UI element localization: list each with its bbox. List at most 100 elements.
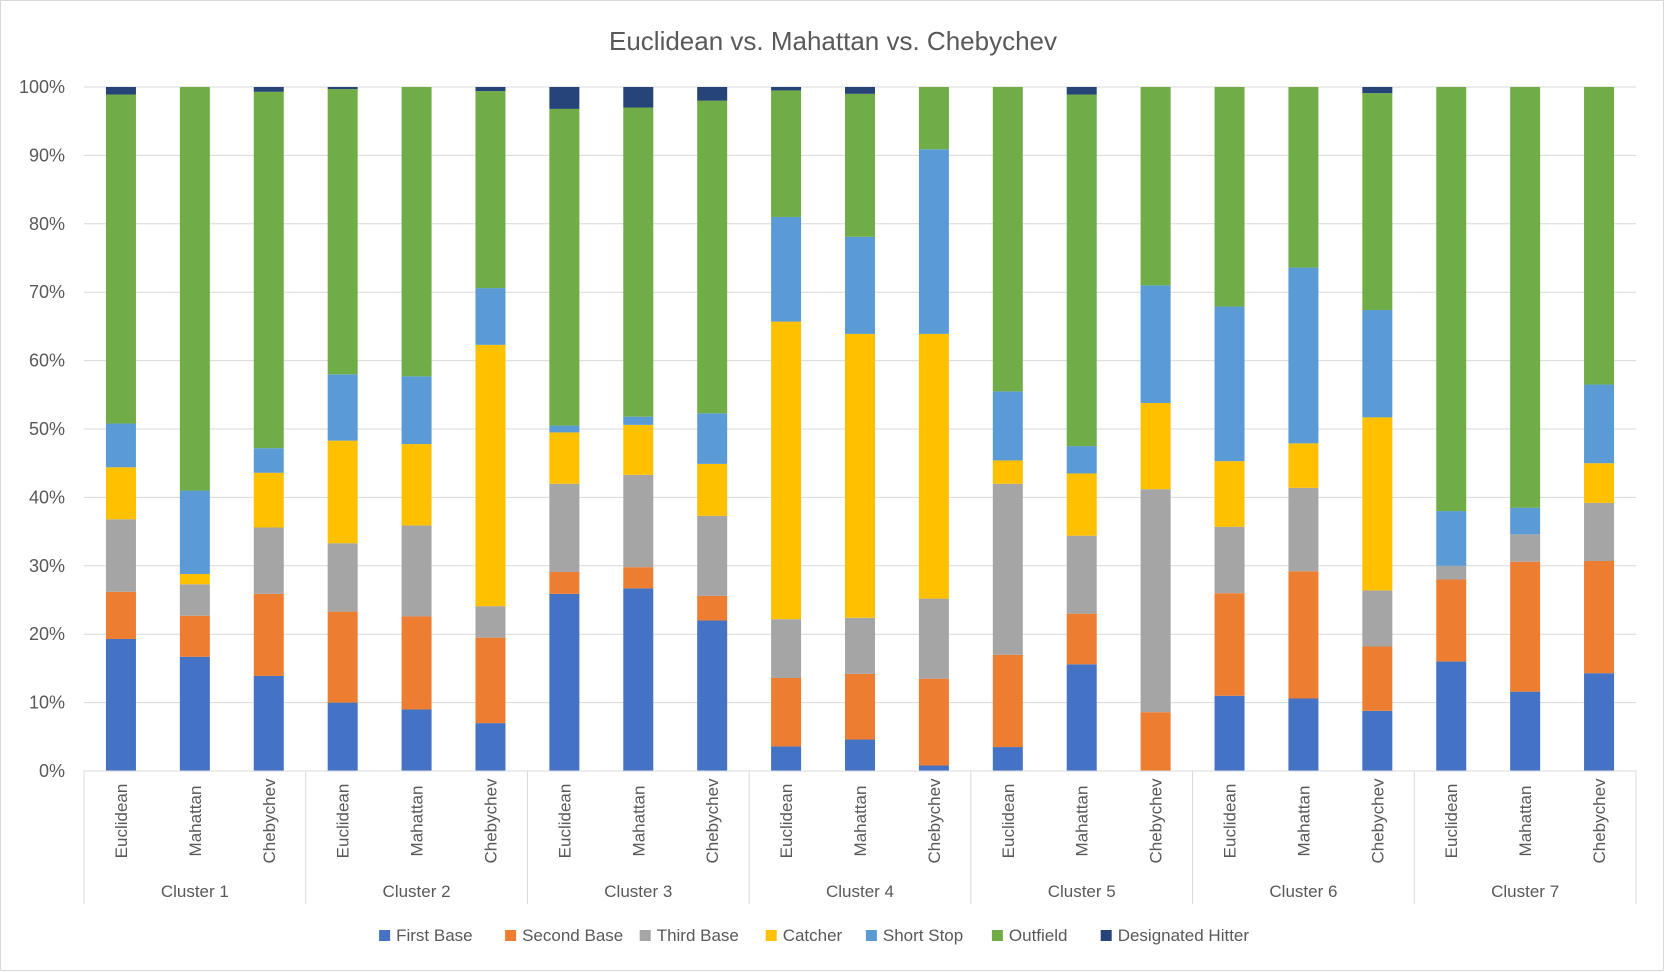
x-group-label: Cluster 3 — [604, 882, 672, 901]
bar-segment-outfield — [549, 108, 580, 426]
bar-segment-catcher — [1584, 463, 1615, 503]
x-category-label: Euclidean — [112, 784, 131, 859]
bar-segment-second-base — [1214, 593, 1245, 696]
bar-segment-second-base — [992, 654, 1023, 748]
bar-segment-outfield — [1288, 87, 1319, 268]
bar-segment-second-base — [1584, 561, 1615, 674]
bar-segment-short-stop — [992, 391, 1023, 461]
bar-segment-catcher — [845, 333, 875, 618]
y-tick-label: 30% — [29, 556, 65, 576]
bar-segment-designated-hitter — [1066, 87, 1097, 95]
bar-segment-third-base — [105, 519, 136, 592]
bar-segment-second-base — [1140, 712, 1171, 771]
x-category-label: Mahattan — [1294, 786, 1313, 857]
bar-segment-short-stop — [623, 416, 654, 425]
bar-segment-outfield — [845, 93, 875, 237]
bar-segment-designated-hitter — [327, 87, 358, 90]
bar-segment-catcher — [253, 472, 284, 528]
bar-segment-third-base — [771, 619, 802, 678]
bar-segment-outfield — [623, 107, 654, 417]
x-category-label: Mahattan — [1516, 786, 1535, 857]
bar-segment-short-stop — [771, 216, 802, 322]
bar-segment-second-base — [1066, 613, 1097, 665]
bar-segment-outfield — [179, 87, 210, 491]
bar-segment-short-stop — [1436, 511, 1467, 566]
legend-item: Second Base — [505, 926, 623, 945]
legend-label: Short Stop — [883, 926, 963, 945]
legend-swatch — [991, 930, 1003, 941]
bar-segment-first-base — [1288, 698, 1319, 771]
x-category-label: Euclidean — [1442, 784, 1461, 859]
x-category-label: Chebychev — [1368, 778, 1387, 864]
bar-segment-third-base — [918, 598, 949, 679]
bar-segment-second-base — [105, 591, 136, 639]
bar-segment-second-base — [697, 595, 728, 621]
bar-segment-short-stop — [1066, 446, 1097, 474]
x-category-label: Chebychev — [260, 778, 279, 864]
bar-segment-designated-hitter — [253, 87, 284, 92]
legend-swatch — [379, 930, 391, 941]
bar-segment-third-base — [845, 617, 875, 674]
bar-segment-short-stop — [401, 376, 432, 445]
bar-segment-short-stop — [105, 423, 136, 468]
bar-segment-short-stop — [1510, 507, 1541, 535]
bar-segment-designated-hitter — [771, 87, 802, 91]
bar-segment-outfield — [401, 87, 432, 377]
legend-swatch — [865, 930, 877, 941]
bar-segment-third-base — [1288, 487, 1319, 572]
bar-segment-third-base — [992, 483, 1023, 655]
x-category-label: Mahattan — [186, 786, 205, 857]
bar-segment-second-base — [549, 571, 580, 594]
bar-segment-outfield — [1066, 94, 1097, 447]
bar-segment-outfield — [771, 90, 802, 217]
bar-segment-second-base — [1288, 571, 1319, 699]
x-category-label: Euclidean — [1221, 784, 1240, 859]
bar-segment-short-stop — [549, 425, 580, 433]
x-group-label: Cluster 4 — [826, 882, 894, 901]
bar-segment-catcher — [327, 440, 358, 544]
bar-segment-short-stop — [1214, 306, 1245, 462]
bar-segment-outfield — [992, 87, 1023, 392]
bar-segment-short-stop — [918, 149, 949, 334]
bar-segment-catcher — [623, 424, 654, 475]
bar-segment-first-base — [1510, 691, 1541, 771]
bar-segment-catcher — [475, 344, 506, 607]
bar-segment-first-base — [401, 709, 432, 771]
bar-segment-catcher — [1214, 461, 1245, 527]
x-category-label: Mahattan — [851, 786, 870, 857]
legend-label: Second Base — [522, 926, 623, 945]
bar-segment-second-base — [475, 637, 506, 724]
bar-segment-catcher — [401, 444, 432, 526]
bar-segment-third-base — [1066, 535, 1097, 614]
bar-segment-outfield — [475, 91, 506, 289]
legend-label: Designated Hitter — [1118, 926, 1250, 945]
bar-segment-designated-hitter — [1362, 87, 1393, 94]
x-category-label: Chebychev — [481, 778, 500, 864]
bar-segment-short-stop — [1288, 267, 1319, 444]
bar-segment-catcher — [1288, 443, 1319, 488]
bar-segment-second-base — [1510, 561, 1541, 692]
legend-item: First Base — [379, 926, 473, 945]
bar-segment-first-base — [697, 620, 728, 771]
bar-segment-second-base — [771, 677, 802, 747]
bar-segment-third-base — [327, 543, 358, 612]
y-tick-label: 50% — [29, 419, 65, 439]
bar-segment-catcher — [918, 333, 949, 599]
bar-segment-outfield — [327, 89, 358, 375]
bar-segment-outfield — [105, 94, 136, 424]
bar-segment-third-base — [1140, 489, 1171, 713]
bar-segment-third-base — [179, 584, 210, 616]
x-category-label: Chebychev — [703, 778, 722, 864]
bar-segment-short-stop — [1362, 309, 1393, 418]
chart-title: Euclidean vs. Mahattan vs. Chebychev — [609, 26, 1057, 56]
bar-segment-catcher — [105, 467, 136, 520]
bar-segment-designated-hitter — [549, 87, 580, 109]
bar-segment-catcher — [697, 463, 728, 516]
bar-segment-third-base — [401, 525, 432, 617]
y-tick-label: 60% — [29, 351, 65, 371]
bar-segment-designated-hitter — [475, 87, 506, 92]
legend-swatch — [505, 930, 517, 941]
legend-item: Catcher — [765, 926, 843, 945]
x-group-label: Cluster 7 — [1491, 882, 1559, 901]
legend-label: Catcher — [783, 926, 843, 945]
